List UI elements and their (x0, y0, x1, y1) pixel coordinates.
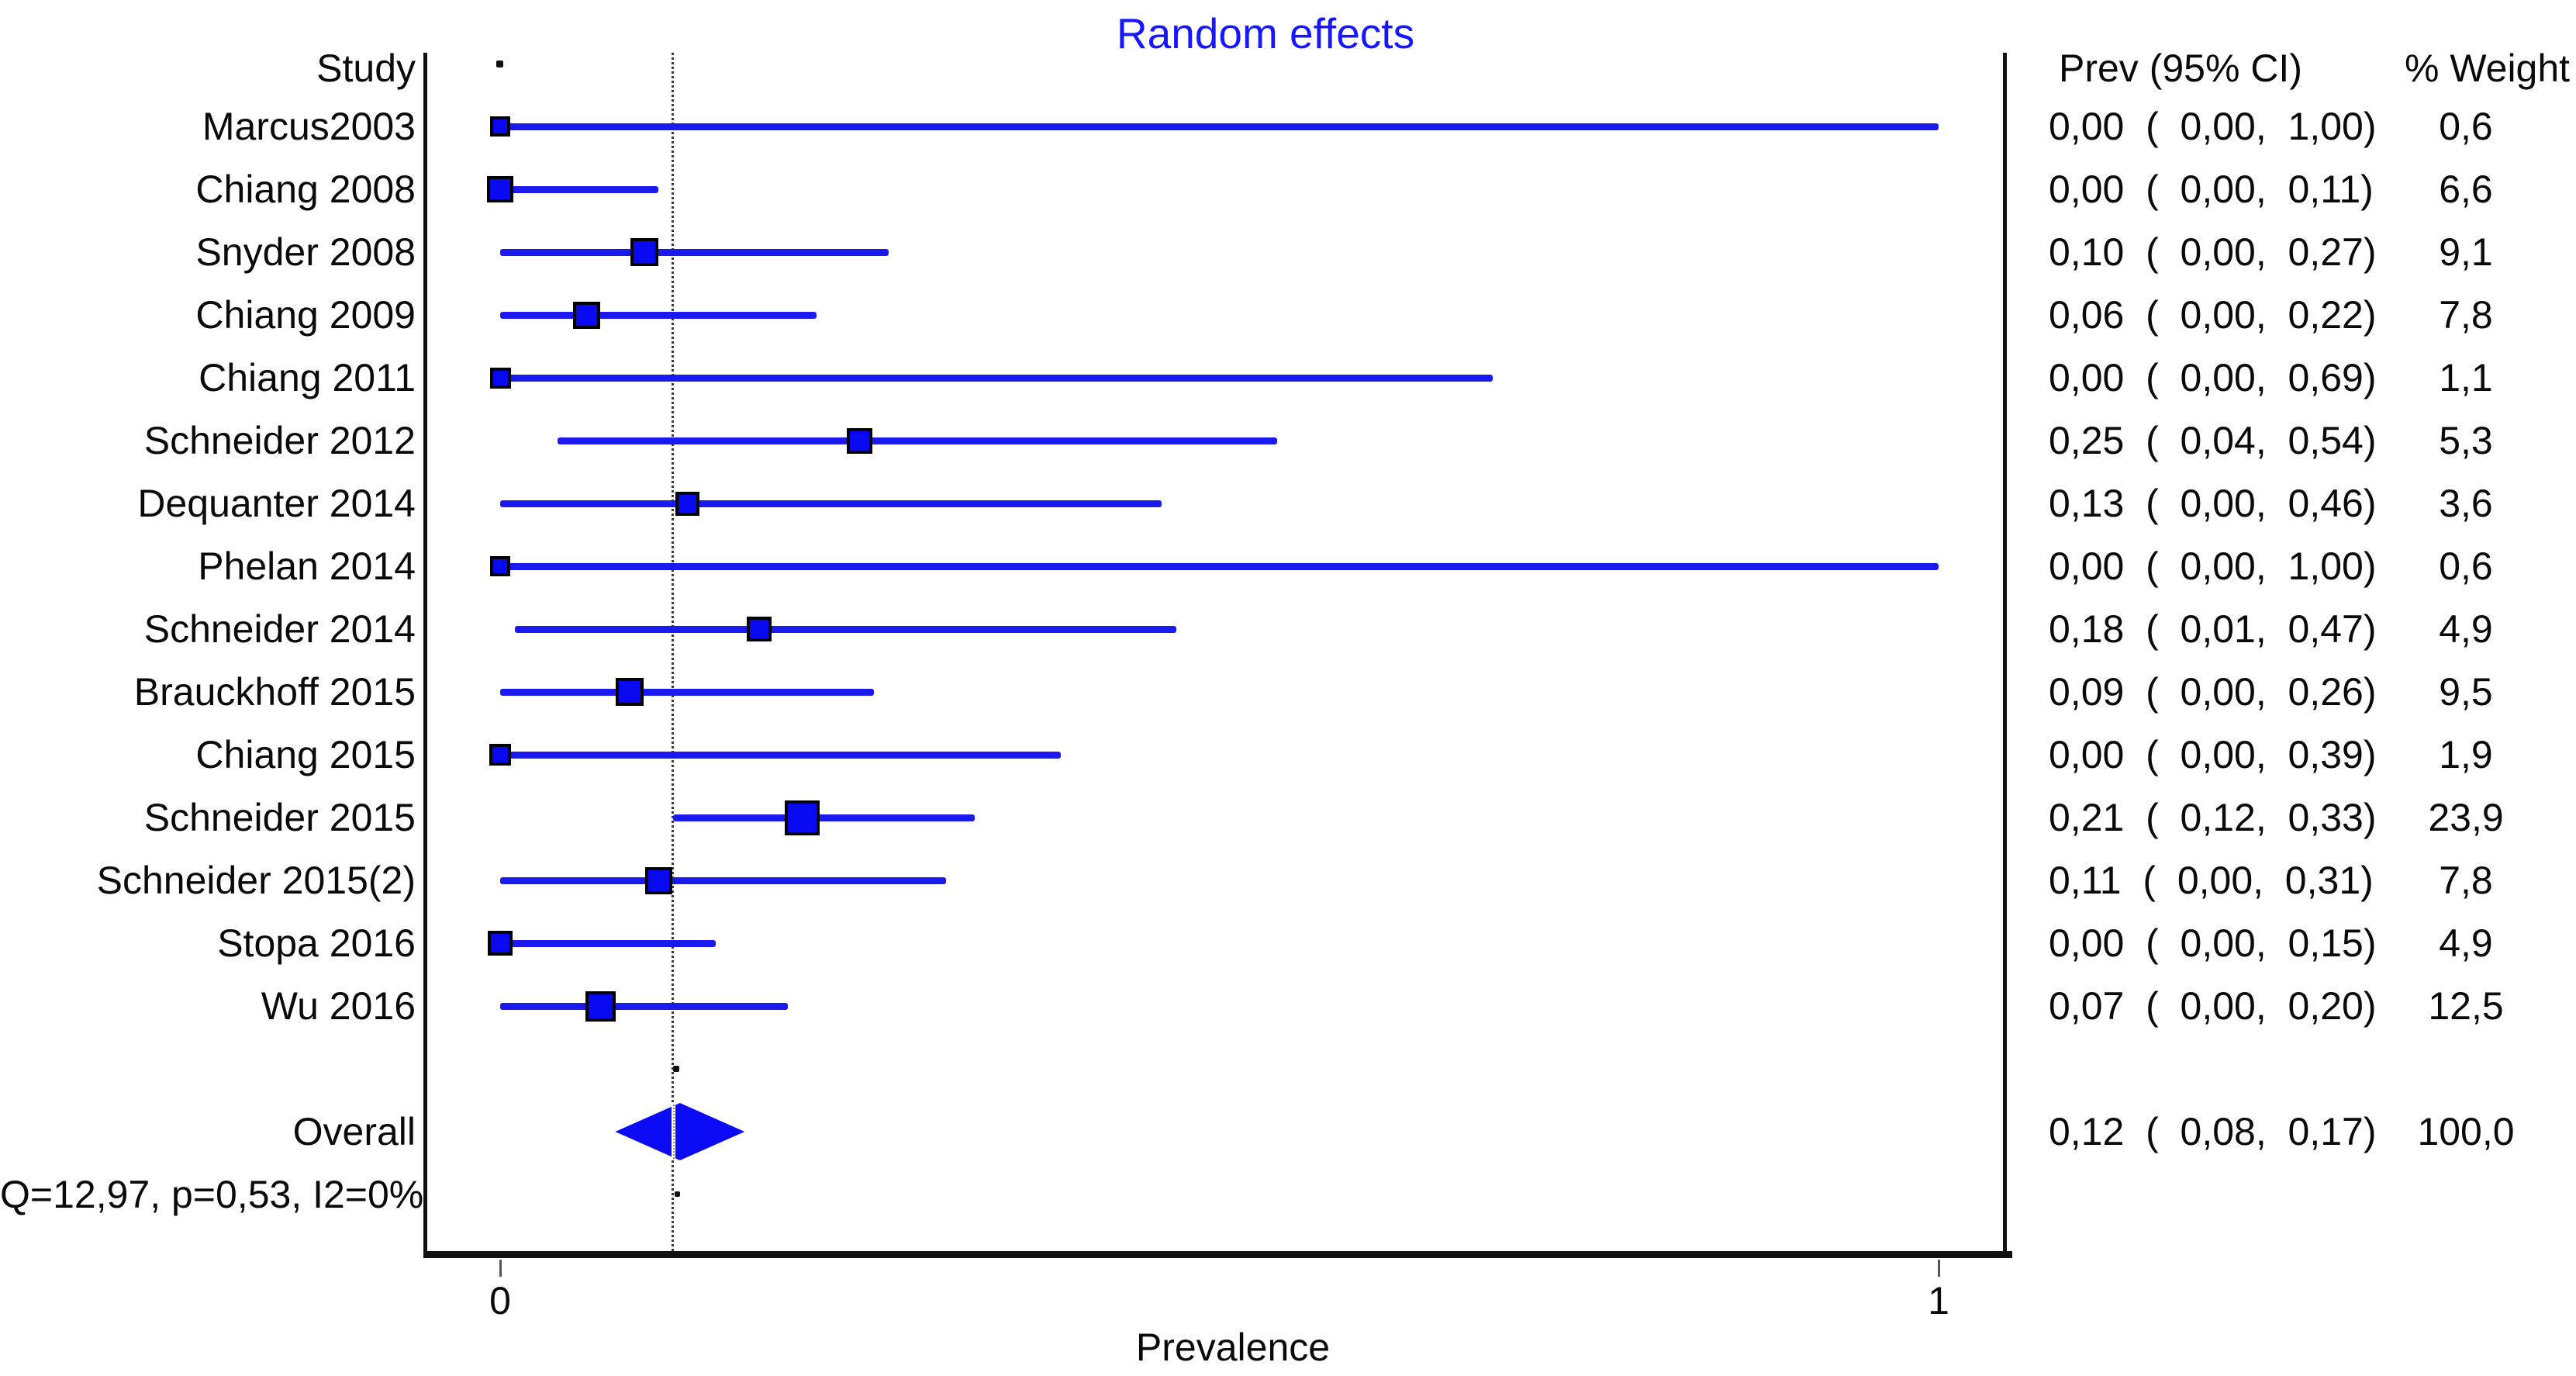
chart-title: Random effects (1116, 9, 1415, 57)
overall-weight-value: 100,0 (2417, 1110, 2515, 1153)
confidence-interval-line (500, 1002, 788, 1010)
weight-value: 6,6 (2439, 168, 2493, 211)
point-estimate-marker (490, 368, 511, 389)
weight-value: 12,5 (2428, 984, 2504, 1028)
weight-value: 7,8 (2439, 293, 2493, 337)
ci-value: 0,00 ( 0,00, 0,15) (2049, 921, 2377, 965)
weight-value: 1,1 (2439, 356, 2493, 399)
confidence-interval-line (500, 939, 717, 947)
confidence-interval-line (514, 625, 1176, 633)
confidence-interval-line (500, 311, 817, 319)
confidence-interval-line (500, 751, 1062, 759)
study-label: Chiang 2009 (195, 293, 416, 337)
point-estimate-marker (490, 116, 510, 137)
study-label: Schneider 2015(2) (96, 859, 416, 902)
confidence-interval-line (500, 562, 1939, 570)
confidence-interval-line (500, 123, 1939, 130)
plot-right-border (2003, 53, 2007, 1253)
ci-value: 0,10 ( 0,00, 0,27) (2049, 230, 2377, 274)
study-label: Dequanter 2014 (137, 482, 416, 525)
confidence-interval-line (500, 185, 659, 193)
study-column-header: Study (316, 47, 416, 90)
overall-estimate-dashed-line (672, 53, 674, 1251)
point-estimate-marker (630, 238, 658, 266)
study-label: Marcus2003 (202, 105, 416, 148)
overall-ci-value: 0,12 ( 0,08, 0,17) (2049, 1110, 2377, 1153)
ci-value: 0,07 ( 0,00, 0,20) (2049, 984, 2377, 1028)
confidence-interval-line (672, 814, 975, 821)
x-tick-label-0: 0 (489, 1279, 511, 1322)
confidence-interval-line (500, 876, 947, 884)
x-axis-title: Prevalence (1135, 1326, 1331, 1369)
x-tick-1 (1938, 1260, 1940, 1277)
point-estimate-marker (488, 931, 513, 956)
point-estimate-marker (747, 617, 772, 641)
ci-value: 0,00 ( 0,00, 1,00) (2049, 545, 2377, 588)
stray-dot (673, 1066, 679, 1072)
weight-value: 23,9 (2428, 796, 2504, 839)
ci-value: 0,25 ( 0,04, 0,54) (2049, 419, 2377, 462)
weight-column-header: % Weight (2405, 47, 2571, 90)
confidence-interval-line (500, 248, 889, 256)
stray-dot (496, 61, 503, 67)
point-estimate-marker (785, 800, 820, 835)
confidence-interval-line (500, 374, 1493, 382)
study-label: Stopa 2016 (217, 921, 416, 965)
x-tick-label-1: 1 (1928, 1279, 1949, 1322)
confidence-interval-line (500, 688, 875, 696)
ci-column-header: Prev (95% CI) (2059, 47, 2302, 90)
weight-value: 0,6 (2439, 545, 2493, 588)
point-estimate-marker (645, 867, 672, 894)
weight-value: 3,6 (2439, 482, 2493, 525)
weight-value: 9,5 (2439, 670, 2493, 714)
overall-diamond-marker (615, 1103, 745, 1160)
study-label: Schneider 2014 (143, 607, 416, 651)
ci-value: 0,00 ( 0,00, 1,00) (2049, 105, 2377, 148)
heterogeneity-stats: Q=12,97, p=0,53, I2=0% (0, 1173, 424, 1216)
point-estimate-marker (490, 556, 510, 576)
weight-value: 4,9 (2439, 607, 2493, 651)
weight-value: 5,3 (2439, 419, 2493, 462)
stray-dot (675, 1191, 680, 1197)
x-tick-0 (499, 1260, 502, 1277)
weight-value: 1,9 (2439, 733, 2493, 776)
study-label: Schneider 2015 (143, 796, 416, 839)
ci-value: 0,00 ( 0,00, 0,11) (2049, 168, 2374, 211)
weight-value: 9,1 (2439, 230, 2493, 274)
confidence-interval-line (558, 437, 1277, 444)
ci-value: 0,21 ( 0,12, 0,33) (2049, 796, 2377, 839)
confidence-interval-line (500, 500, 1162, 507)
study-label: Wu 2016 (261, 984, 416, 1028)
x-axis-line (423, 1251, 2012, 1258)
study-label: Snyder 2008 (195, 230, 416, 274)
ci-value: 0,11 ( 0,00, 0,31) (2049, 859, 2374, 902)
ci-value: 0,06 ( 0,00, 0,22) (2049, 293, 2377, 337)
study-label: Chiang 2011 (199, 356, 416, 399)
ci-value: 0,13 ( 0,00, 0,46) (2049, 482, 2377, 525)
study-label: Chiang 2015 (195, 733, 416, 776)
ci-value: 0,00 ( 0,00, 0,39) (2049, 733, 2377, 776)
point-estimate-marker (616, 678, 644, 706)
plot-left-border (423, 53, 427, 1253)
ci-value: 0,00 ( 0,00, 0,69) (2049, 356, 2377, 399)
point-estimate-marker (847, 428, 872, 454)
ci-value: 0,18 ( 0,01, 0,47) (2049, 607, 2377, 651)
study-label: Chiang 2008 (195, 168, 416, 211)
ci-value: 0,09 ( 0,00, 0,26) (2049, 670, 2377, 714)
weight-value: 0,6 (2439, 105, 2493, 148)
diamond-center-dotted-line (673, 1105, 675, 1159)
weight-value: 7,8 (2439, 859, 2493, 902)
point-estimate-marker (489, 744, 511, 766)
weight-value: 4,9 (2439, 921, 2493, 965)
study-label: Phelan 2014 (198, 545, 416, 588)
point-estimate-marker (585, 991, 616, 1022)
point-estimate-marker (487, 176, 513, 202)
study-label: Brauckhoff 2015 (133, 670, 416, 714)
point-estimate-marker (573, 302, 600, 329)
point-estimate-marker (675, 492, 699, 516)
overall-row-label: Overall (292, 1110, 416, 1153)
study-label: Schneider 2012 (143, 419, 416, 462)
